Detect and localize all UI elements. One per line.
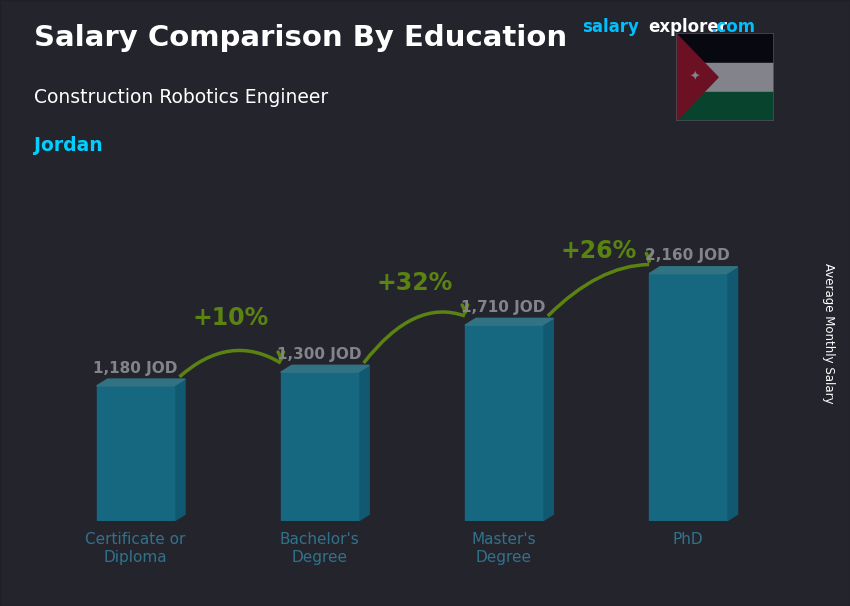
Text: Average Monthly Salary: Average Monthly Salary [822, 263, 836, 404]
Polygon shape [97, 379, 185, 386]
Polygon shape [358, 365, 369, 521]
Polygon shape [727, 267, 738, 521]
Bar [676, 33, 774, 62]
Polygon shape [174, 379, 185, 521]
Bar [465, 325, 542, 521]
Text: Salary Comparison By Education: Salary Comparison By Education [34, 24, 567, 52]
Text: ✦: ✦ [689, 71, 700, 84]
Bar [280, 372, 358, 521]
Text: +26%: +26% [560, 239, 637, 263]
Bar [676, 62, 774, 92]
Bar [676, 92, 774, 121]
Text: 1,180 JOD: 1,180 JOD [94, 361, 178, 376]
Text: .com: .com [710, 18, 755, 36]
Text: +32%: +32% [377, 271, 452, 295]
Text: 1,300 JOD: 1,300 JOD [277, 347, 362, 362]
Polygon shape [280, 365, 369, 372]
Text: 2,160 JOD: 2,160 JOD [645, 248, 730, 264]
Polygon shape [676, 33, 718, 121]
Polygon shape [649, 267, 738, 274]
Polygon shape [542, 318, 553, 521]
Text: Jordan: Jordan [34, 136, 103, 155]
Text: explorer: explorer [649, 18, 728, 36]
Text: +10%: +10% [192, 306, 269, 330]
Polygon shape [465, 318, 553, 325]
Bar [649, 274, 727, 521]
Text: salary: salary [582, 18, 639, 36]
Text: 1,710 JOD: 1,710 JOD [462, 300, 546, 315]
Bar [97, 386, 174, 521]
Text: Construction Robotics Engineer: Construction Robotics Engineer [34, 88, 328, 107]
